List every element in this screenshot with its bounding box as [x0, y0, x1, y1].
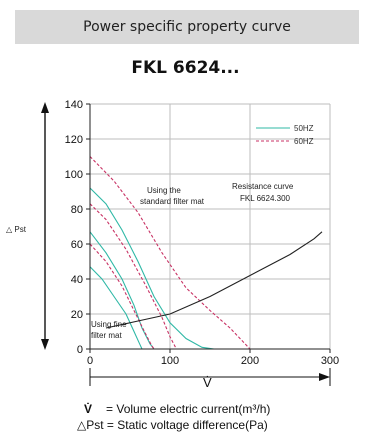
model-title: FKL 6624...	[131, 58, 240, 78]
series-line-0-0	[89, 187, 215, 350]
footnote-line1: V̇ = Volume electric current(m³/h)	[84, 402, 270, 416]
annotation-resistance-line1: Resistance curve	[232, 182, 294, 191]
arrow-up-icon	[41, 102, 49, 113]
y-tick-label: 0	[77, 344, 83, 356]
annotation-fine-line2: filter mat	[91, 331, 122, 340]
series-line-2-0	[105, 231, 323, 329]
series-line-1-0	[89, 156, 251, 350]
legend: 50HZ 60HZ	[256, 124, 314, 146]
series-line-0-1	[89, 231, 155, 350]
annotation-fine-line1: Using fine	[91, 320, 127, 329]
header-title: Power specific property curve	[83, 19, 291, 35]
chart-header: Power specific property curve	[15, 10, 359, 44]
y-tick-label: 120	[65, 134, 83, 146]
legend-label-50hz: 50HZ	[294, 124, 314, 133]
chart-curves	[89, 156, 323, 350]
footnote-volume-text: = Volume electric current(m³/h)	[106, 402, 271, 416]
arrow-down-icon	[41, 339, 49, 350]
x-axis-arrow	[89, 368, 331, 386]
annotation-resistance-line2: FKL 6624.300	[240, 194, 291, 203]
annotation-standard-line2: standard filter mat	[140, 197, 205, 206]
legend-label-60hz: 60HZ	[294, 137, 314, 146]
y-tick-label: 100	[65, 169, 83, 181]
footnote-line2: △Pst = Static voltage difference(Pa)	[77, 418, 268, 432]
x-tick-label: 0	[87, 355, 93, 367]
y-tick-label: 40	[71, 274, 83, 286]
chart-ticks: 0 20 40 60 80 100 120 140 0 100 200 300	[65, 99, 340, 367]
x-tick-label: 100	[161, 355, 179, 367]
footnote-symbol: V̇	[84, 402, 93, 416]
y-tick-label: 80	[71, 204, 83, 216]
y-tick-label: 20	[71, 309, 83, 321]
series-line-0-2	[89, 266, 143, 350]
x-tick-label: 200	[241, 355, 259, 367]
series-line-1-1	[89, 203, 177, 350]
arrow-right-icon	[319, 373, 330, 381]
x-tick-label: 300	[321, 355, 339, 367]
annotation-standard-line1: Using the	[147, 186, 181, 195]
x-axis-label: V̇	[203, 375, 212, 390]
chart-grid	[90, 103, 331, 349]
y-axis-arrow	[41, 102, 49, 350]
y-tick-label: 60	[71, 239, 83, 251]
y-tick-label: 140	[65, 99, 83, 111]
y-axis-label: △ Pst	[6, 225, 27, 234]
series-line-1-2	[89, 243, 155, 350]
chart-axes	[89, 104, 330, 350]
